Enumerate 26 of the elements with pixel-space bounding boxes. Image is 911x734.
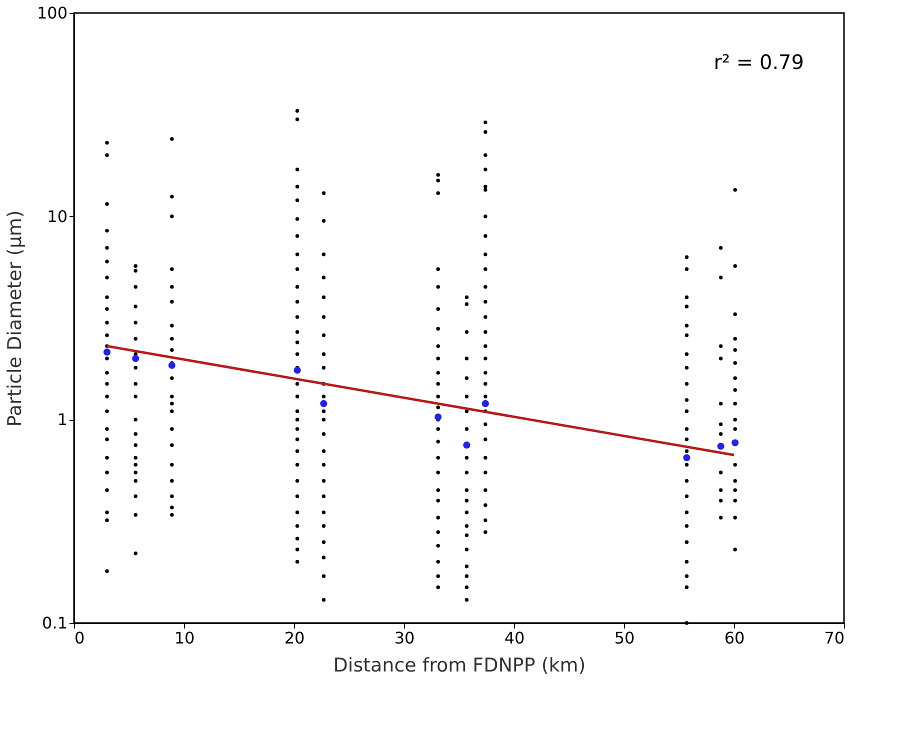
point (732, 439, 739, 446)
point (132, 354, 140, 362)
point (683, 454, 690, 462)
point (103, 348, 111, 356)
x-tick-label: 20 (284, 628, 305, 648)
point (717, 442, 724, 450)
x-axis-title: Distance from FDNPP (km) (333, 654, 586, 676)
y-axis-title: Particle Diameter (µm) (4, 210, 26, 427)
x-tick-label: 10 (174, 628, 195, 648)
x-tick-label: 0 (74, 628, 85, 648)
y-tick-label: 100 (36, 4, 68, 22)
point (482, 400, 489, 408)
point (294, 366, 301, 374)
point (463, 442, 470, 449)
y-tick-label: 1 (57, 410, 68, 430)
annotation: r² = 0.79 (714, 50, 804, 74)
point (434, 414, 442, 421)
x-tick-label: 60 (724, 628, 745, 648)
point (320, 400, 328, 408)
x-tick-label: 50 (614, 628, 635, 648)
y-tick-label: 0.1 (42, 614, 68, 632)
x-tick-label: 40 (504, 628, 525, 648)
y-tick-label: 10 (47, 206, 68, 226)
point (168, 362, 176, 369)
x-tick-label: 70 (824, 628, 844, 648)
x-tick-label: 30 (394, 628, 415, 648)
